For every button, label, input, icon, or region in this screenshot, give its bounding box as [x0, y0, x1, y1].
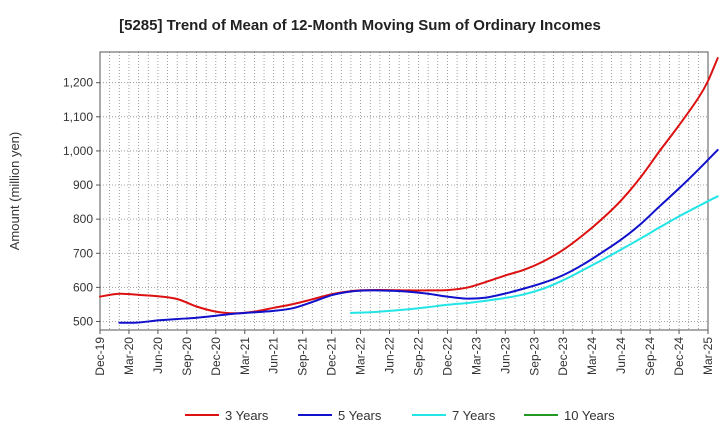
x-tick-label: Dec-23: [556, 337, 570, 376]
y-tick-label: 500: [73, 314, 93, 328]
series-lines: [99, 57, 719, 324]
y-tick-label: 600: [73, 280, 93, 294]
x-tick-label: Mar-20: [122, 337, 136, 375]
x-tick-label: Mar-21: [238, 337, 252, 375]
x-tick-label: Sep-20: [180, 337, 194, 376]
series-line-7-years: [349, 195, 719, 314]
legend: 3 Years 5 Years 7 Years 10 Years: [185, 408, 615, 423]
y-tick-label: 1,200: [63, 76, 93, 90]
y-tick-label: 700: [73, 246, 93, 260]
y-axis-label: Amount (million yen): [7, 132, 22, 251]
x-tick-label: Dec-20: [209, 337, 223, 376]
x-tick-label: Sep-23: [527, 337, 541, 376]
x-tick-label: Sep-22: [411, 337, 425, 376]
x-tick-label: Mar-23: [469, 337, 483, 375]
x-tick-label: Dec-22: [440, 337, 454, 376]
x-tick-label: Jun-22: [383, 337, 397, 374]
x-tick-label: Dec-24: [672, 337, 686, 376]
x-tick-label: Mar-25: [701, 337, 715, 375]
x-tick-label: Jun-21: [267, 337, 281, 374]
y-tick-label: 800: [73, 212, 93, 226]
legend-label-7-years: 7 Years: [452, 408, 496, 423]
series-line-5-years: [118, 148, 719, 324]
x-tick-label: Dec-19: [93, 337, 107, 376]
x-tick-label: Jun-23: [498, 337, 512, 374]
x-tick-label: Sep-21: [296, 337, 310, 376]
chart-title: [5285] Trend of Mean of 12-Month Moving …: [119, 17, 601, 34]
series-line-3-years: [99, 57, 719, 315]
x-tick-label: Dec-21: [325, 337, 339, 376]
legend-label-10-years: 10 Years: [564, 408, 615, 423]
x-tick-label: Jun-24: [614, 337, 628, 374]
x-tick-label: Mar-22: [354, 337, 368, 375]
legend-label-5-years: 5 Years: [338, 408, 382, 423]
x-tick-label: Jun-20: [151, 337, 165, 374]
y-tick-label: 1,000: [63, 144, 93, 158]
y-tick-label: 900: [73, 178, 93, 192]
x-tick-label: Mar-24: [585, 337, 599, 375]
x-tick-label: Sep-24: [643, 337, 657, 376]
y-tick-label: 1,100: [63, 110, 93, 124]
grid-lines: [100, 52, 708, 330]
y-tick-labels: 500 600 700 800 900 1,000 1,100 1,200: [63, 76, 100, 328]
x-tick-labels: Dec-19 Mar-20 Jun-20 Sep-20 Dec-20 Mar-21 Jun-…: [93, 330, 715, 376]
legend-label-3-years: 3 Years: [225, 408, 269, 423]
plot-area: [99, 51, 709, 331]
